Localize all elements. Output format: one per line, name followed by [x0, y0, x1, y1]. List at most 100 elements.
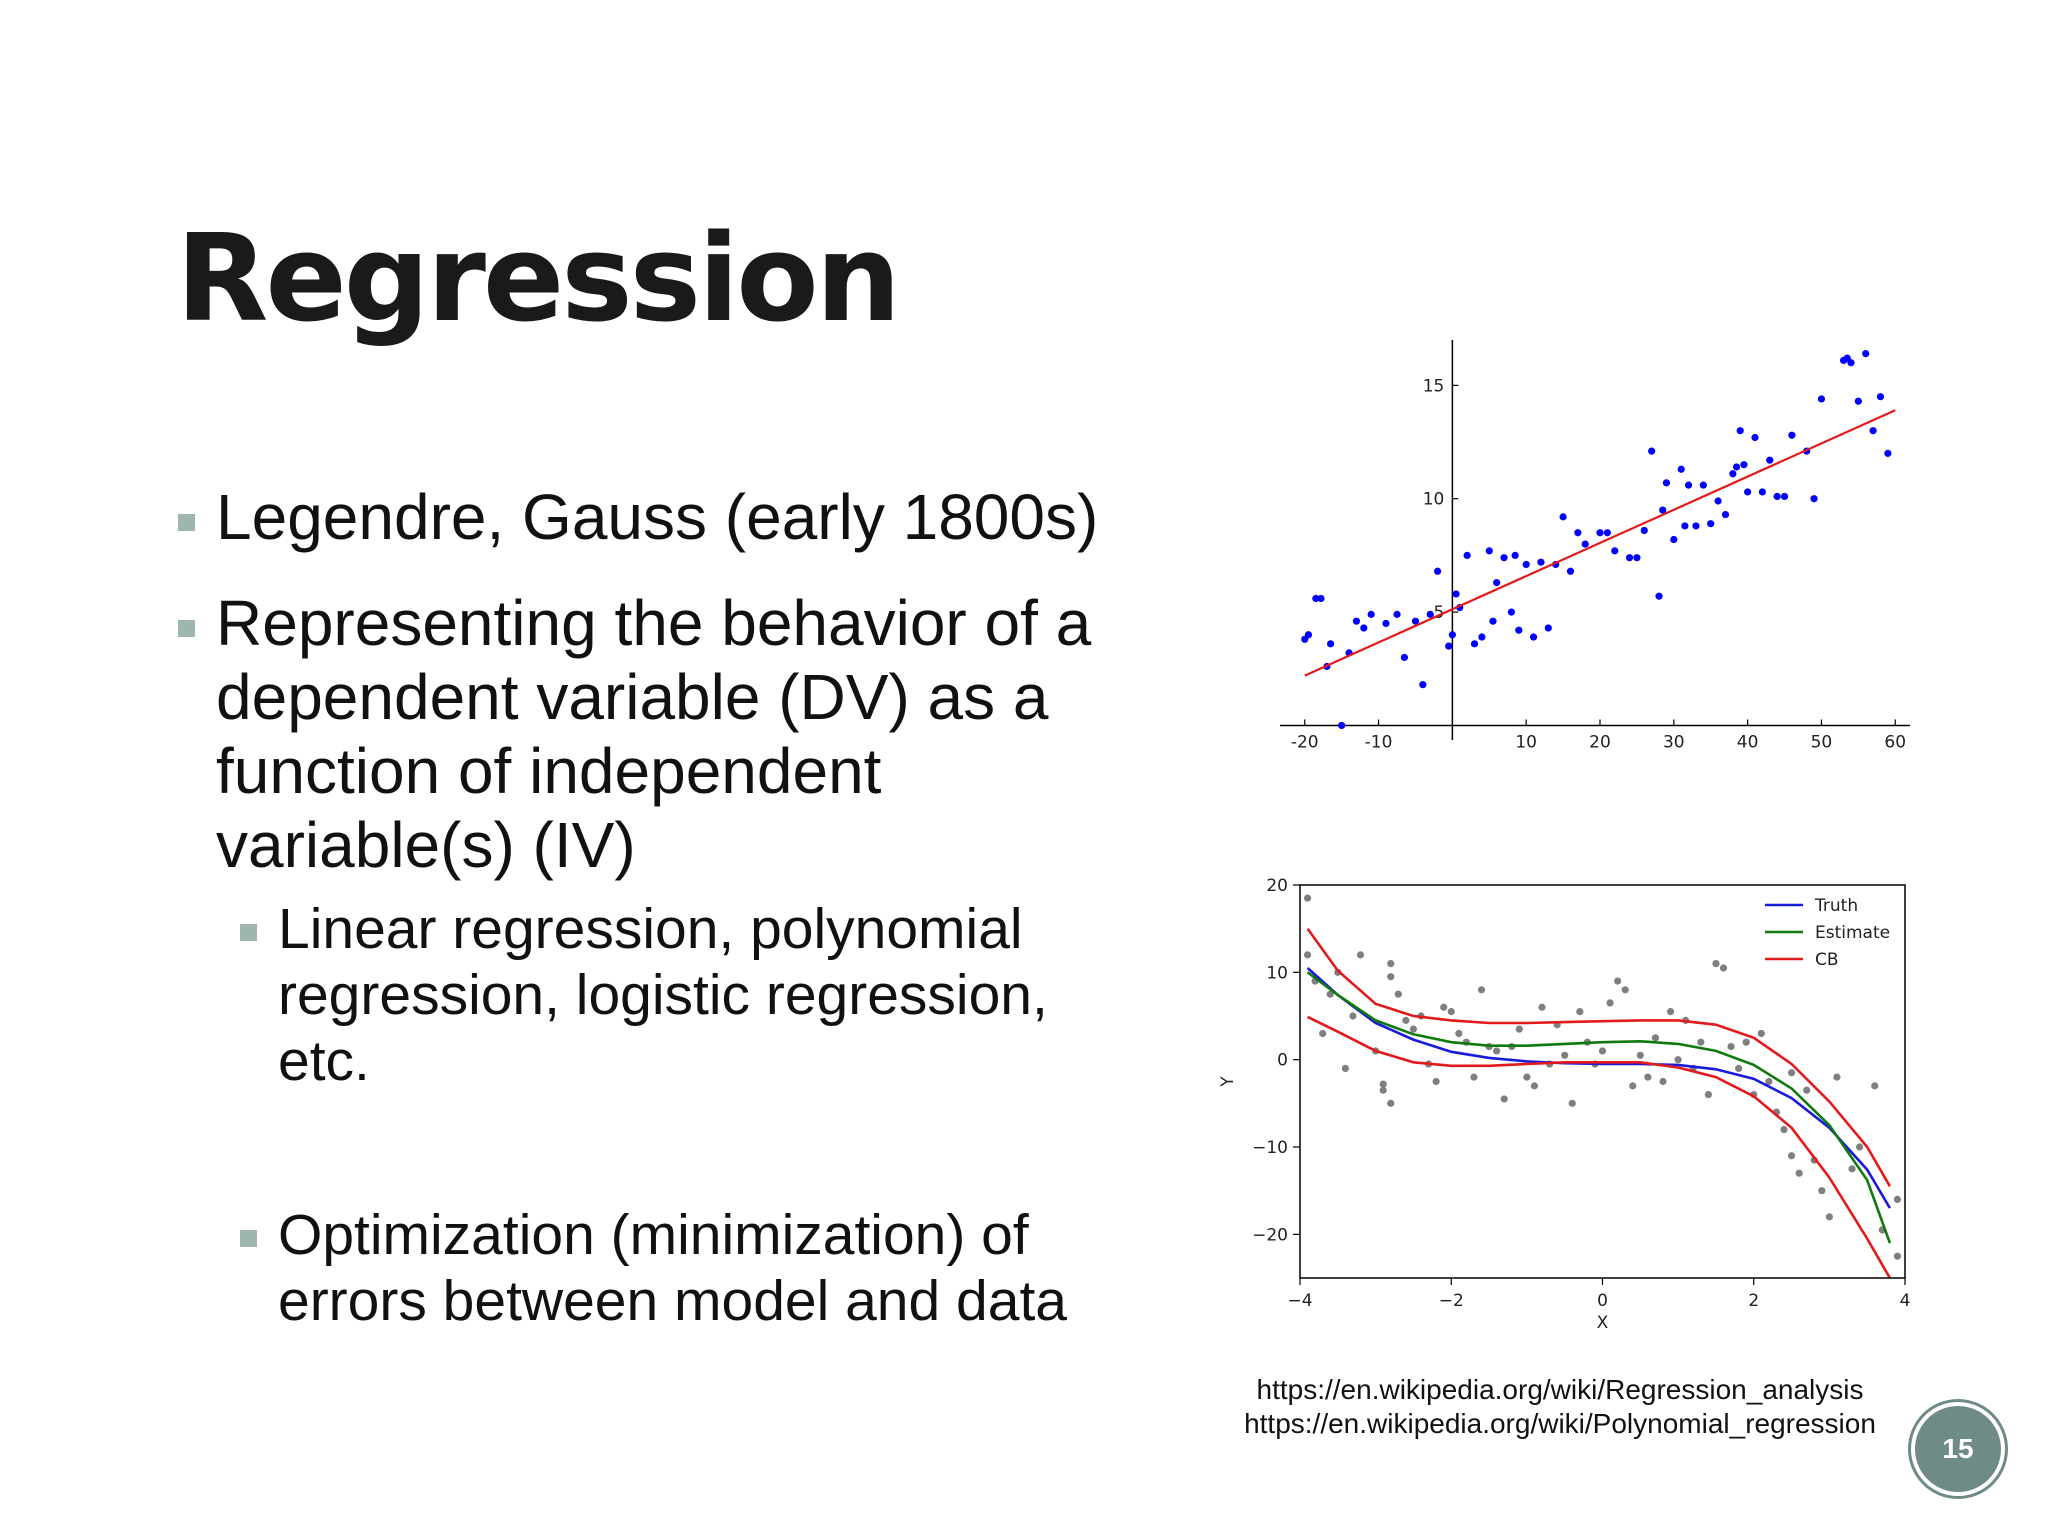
data-point [1478, 633, 1486, 641]
bullet-square-icon [178, 620, 195, 637]
sample-point [1530, 1082, 1539, 1090]
data-point [1633, 554, 1641, 562]
x-tick-label: −2 [1439, 1291, 1464, 1311]
linear-regression-scatter-chart: -20 -10 10 20 30 40 50 60 5 10 15 [1280, 340, 1910, 752]
data-point [1493, 579, 1501, 587]
series-line-cb-lower [1307, 1015, 1892, 1278]
sample-point [1742, 1038, 1750, 1046]
sample-point [1674, 1056, 1682, 1064]
data-point [1426, 610, 1434, 618]
sample-point [1666, 1008, 1675, 1016]
data-point [1736, 427, 1744, 435]
reference-link[interactable]: https://en.wikipedia.org/wiki/Regression… [1256, 1374, 1864, 1405]
sample-point [1818, 1187, 1826, 1195]
data-point [1452, 590, 1460, 598]
sample-point [1394, 990, 1402, 998]
data-point [1603, 529, 1611, 537]
sample-point [1409, 1025, 1418, 1033]
data-point [1648, 447, 1656, 455]
sample-point [1598, 1047, 1607, 1055]
data-point [1659, 506, 1667, 514]
sample-point [1477, 986, 1486, 994]
data-point [1869, 427, 1877, 435]
x-tick-label: 20 [1589, 732, 1611, 752]
sample-point [1568, 1099, 1576, 1107]
data-point [1670, 535, 1678, 544]
sample-point [1341, 1064, 1349, 1072]
legend-label: Estimate [1815, 923, 1890, 943]
data-point [1810, 495, 1818, 503]
data-point [1434, 567, 1442, 575]
x-tick-label: 10 [1515, 732, 1537, 752]
data-point [1400, 653, 1409, 662]
sample-point [1651, 1034, 1660, 1042]
sample-point [1523, 1073, 1531, 1081]
page-number-badge: 15 [1911, 1402, 2005, 1496]
bullet-square-icon [240, 1230, 257, 1247]
data-point [1326, 640, 1335, 648]
sample-point [1697, 1038, 1705, 1046]
data-point [1788, 431, 1796, 439]
data-point [1537, 558, 1545, 566]
y-tick-label: −20 [1252, 1225, 1288, 1245]
x-tick-label: 60 [1884, 732, 1906, 752]
x-tick-label: -10 [1365, 732, 1393, 752]
bullet-square-icon [178, 514, 195, 531]
data-point [1470, 640, 1479, 648]
y-tick-label: 5 [1434, 603, 1445, 623]
sub-bullet-text: Optimization (minimization) of errors be… [278, 1203, 1067, 1333]
y-axis-label: Y [1218, 1076, 1238, 1088]
data-point [1707, 520, 1715, 528]
data-point [1714, 497, 1722, 505]
data-point [1847, 359, 1855, 367]
data-point [1448, 631, 1456, 639]
sample-point [1629, 1082, 1637, 1090]
data-point [1655, 592, 1663, 600]
sample-point [1319, 1029, 1327, 1038]
sample-point [1493, 1047, 1501, 1055]
data-point [1876, 393, 1885, 401]
sample-point [1735, 1064, 1743, 1072]
data-point [1485, 547, 1493, 555]
sample-point [1644, 1073, 1652, 1081]
data-point [1581, 540, 1589, 548]
data-point [1367, 610, 1375, 618]
sample-point [1614, 977, 1622, 985]
data-point [1529, 633, 1538, 641]
x-tick-label: -20 [1291, 732, 1319, 752]
data-point [1419, 681, 1427, 689]
data-point [1817, 395, 1826, 403]
data-point [1684, 481, 1693, 489]
sample-point [1833, 1073, 1841, 1081]
bullet-text: Representing the behavior of a dependent… [216, 587, 1092, 881]
sample-point [1387, 973, 1395, 981]
sample-point [1659, 1077, 1667, 1086]
data-point [1352, 617, 1361, 625]
sample-point [1515, 1025, 1523, 1033]
sample-point [1432, 1077, 1440, 1086]
sample-point [1576, 1008, 1584, 1016]
data-point [1544, 624, 1552, 632]
data-point [1382, 619, 1390, 628]
data-point [1338, 721, 1346, 730]
reference-link[interactable]: https://en.wikipedia.org/wiki/Polynomial… [1244, 1408, 1876, 1439]
data-point [1780, 492, 1789, 501]
series-line-estimate [1306, 971, 1892, 1244]
data-point [1511, 551, 1519, 560]
sub-bullet-text: Linear regression, polynomial regression… [278, 897, 1048, 1093]
data-point [1692, 522, 1700, 530]
data-point [1862, 350, 1870, 358]
y-tick-label: 15 [1423, 376, 1445, 396]
sample-point [1795, 1169, 1803, 1177]
x-tick-label: 50 [1811, 732, 1833, 752]
sample-point [1470, 1073, 1478, 1081]
data-point [1500, 554, 1508, 562]
sample-point [1803, 1086, 1811, 1094]
sample-point [1893, 1195, 1902, 1203]
data-point [1463, 551, 1471, 560]
bullet-text: Legendre, Gauss (early 1800s) [216, 481, 1099, 553]
sample-point [1893, 1252, 1902, 1260]
data-point [1507, 608, 1516, 616]
sample-point [1387, 960, 1395, 968]
